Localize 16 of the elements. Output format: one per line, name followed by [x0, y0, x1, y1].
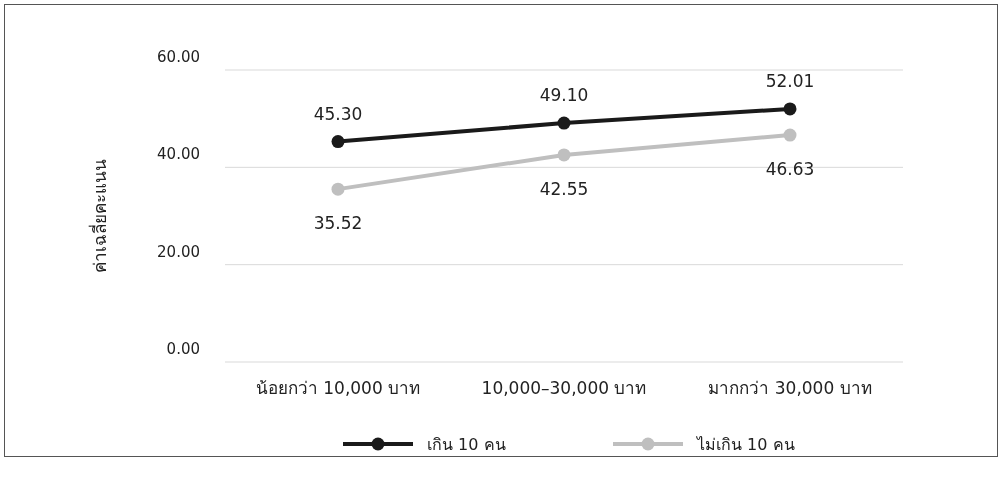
data-label: 45.30: [313, 103, 363, 124]
y-axis-title: ค่าเฉลี่ยคะแนน: [88, 159, 110, 273]
x-tick-label: น้อยกว่า 10,000 บาท: [255, 378, 421, 398]
legend-label: เกิน 10 คน: [427, 435, 506, 454]
y-tick-label: 0.00: [166, 340, 200, 358]
x-tick-label: 10,000–30,000 บาท: [481, 378, 647, 398]
y-tick-label: 40.00: [157, 145, 200, 164]
data-label: 46.63: [765, 159, 815, 180]
data-label: 49.10: [539, 85, 589, 106]
legend-label: ไม่เกิน 10 คน: [695, 435, 795, 454]
data-label: 42.55: [539, 178, 589, 199]
y-tick-label: 60.00: [157, 48, 200, 66]
y-tick-label: 20.00: [157, 242, 200, 261]
x-tick-label: มากกว่า 30,000 บาท: [708, 378, 872, 398]
data-label: 35.52: [313, 213, 363, 234]
data-label: 52.01: [765, 70, 815, 91]
